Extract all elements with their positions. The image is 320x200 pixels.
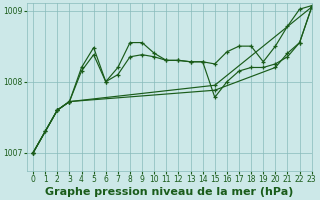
X-axis label: Graphe pression niveau de la mer (hPa): Graphe pression niveau de la mer (hPa) [45, 187, 293, 197]
